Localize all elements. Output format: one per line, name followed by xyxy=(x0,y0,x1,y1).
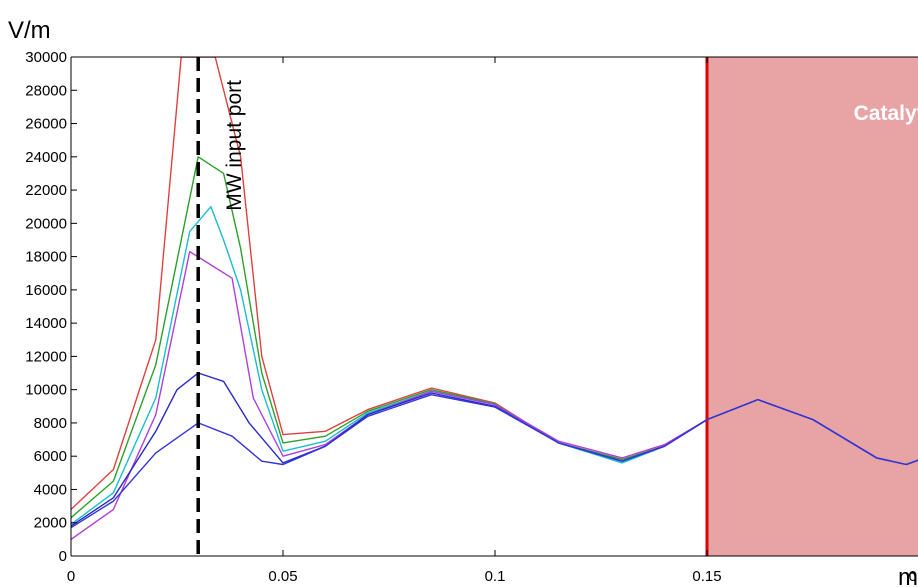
x-axis-unit-label: m xyxy=(898,564,918,587)
y-tick-label: 10000 xyxy=(25,382,67,399)
series-line-6 xyxy=(71,394,918,529)
axes: 0 2000 4000 6000 8000 10000 12000 14000 16000 180… xyxy=(25,49,918,585)
y-tick-label: 12000 xyxy=(25,348,67,365)
y-tick-label: 0 xyxy=(59,548,67,565)
x-tick-label: 0.05 xyxy=(268,568,297,585)
y-tick-label: 4000 xyxy=(34,481,67,498)
y-tick-label: 24000 xyxy=(25,149,67,166)
y-tick-label: 16000 xyxy=(25,282,67,299)
catalytic-bed-label: Catalytic bed xyxy=(854,102,918,125)
y-tick-label: 2000 xyxy=(34,515,67,532)
y-axis-unit-label: V/m xyxy=(8,17,51,44)
series-layer xyxy=(71,57,918,540)
x-tick-label: 0.2 xyxy=(909,568,918,585)
port-marker-label-1: MW input port xyxy=(223,80,246,211)
catalytic-bed-fill xyxy=(707,57,918,556)
x-tick-label: 0.15 xyxy=(692,568,721,585)
y-tick-label: 18000 xyxy=(25,249,67,266)
y-tick-label: 28000 xyxy=(25,82,67,99)
x-tick-label: 0.1 xyxy=(485,568,506,585)
y-tick-label: 22000 xyxy=(25,182,67,199)
annotations: Catalytic bedMW input portMW output port xyxy=(223,80,918,211)
y-tick-label: 6000 xyxy=(34,448,67,465)
x-tick-label: 0 xyxy=(67,568,75,585)
y-tick-label: 30000 xyxy=(25,49,67,66)
catalytic-bed-region xyxy=(705,57,918,556)
y-tick-label: 8000 xyxy=(34,415,67,432)
y-tick-label: 20000 xyxy=(25,215,67,232)
y-tick-label: 26000 xyxy=(25,116,67,133)
y-tick-label: 14000 xyxy=(25,315,67,332)
